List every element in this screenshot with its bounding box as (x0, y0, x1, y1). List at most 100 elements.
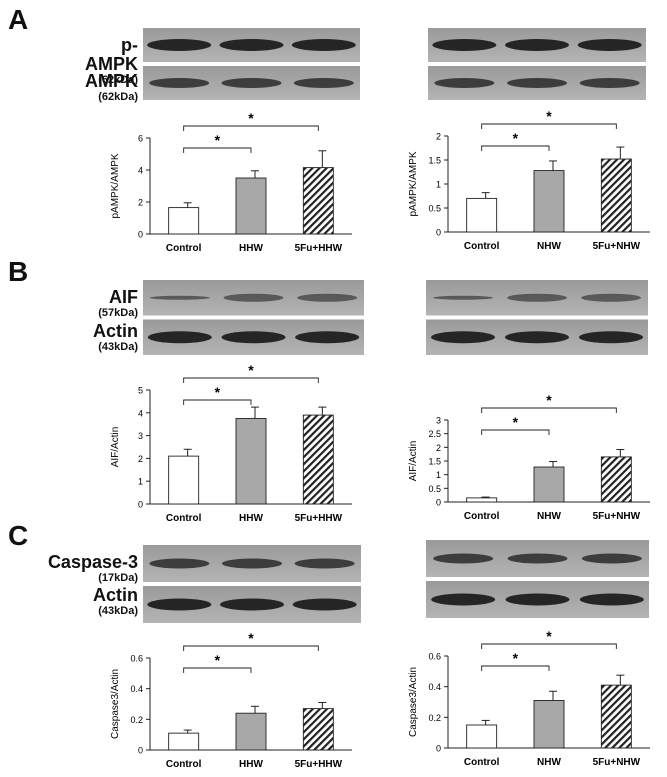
bar-hhw (235, 177, 267, 235)
blot-band (579, 331, 643, 344)
y-tick-label: 0.5 (428, 484, 441, 494)
significance-bracket (183, 399, 252, 405)
y-tick-label: 0 (138, 230, 143, 240)
y-axis-label: pAMPK/AMPK (110, 153, 121, 218)
western-blot-c-right (426, 540, 649, 618)
y-tick-label: 1 (138, 477, 143, 487)
bar-control (168, 455, 200, 505)
blot-kda: (43kDa) (98, 605, 138, 617)
x-tick-label: NHW (537, 241, 561, 252)
blot-band (221, 331, 286, 344)
blot-label-caspase-3: Caspase-3 (17kDa) (40, 553, 138, 585)
significance-bracket (481, 429, 550, 435)
y-tick-label: 0 (436, 498, 441, 508)
y-tick-label: 0 (138, 746, 143, 756)
blot-label-p-ampk: p-AMPK (62kDa) (72, 36, 138, 87)
blot-band (292, 598, 357, 611)
bar-control (168, 207, 200, 235)
blot-band (295, 331, 360, 344)
blot-band (222, 558, 282, 569)
significance-star: * (215, 652, 221, 668)
y-tick-label: 2 (138, 198, 143, 208)
significance-bracket (481, 643, 617, 649)
significance-star: * (513, 650, 519, 666)
y-tick-label: 0.4 (428, 682, 441, 692)
significance-star: * (546, 108, 552, 124)
blot-label-aif: AIF (57kDa) (76, 287, 138, 320)
blot-name: Actin (93, 321, 138, 341)
bar-control (168, 732, 200, 751)
y-tick-label: 2 (138, 454, 143, 464)
significance-bracket (183, 377, 319, 383)
bar-chart-a-left: 0 2 4 6 pAMPK/AMPK Control HHW 5Fu+HHW * * (110, 110, 352, 254)
significance-star: * (215, 384, 221, 400)
blot-band (433, 295, 493, 300)
y-tick-label: 4 (138, 166, 143, 176)
blot-band (431, 331, 495, 344)
significance-star: * (513, 130, 519, 146)
y-axis-label: AIF/Actin (408, 441, 419, 482)
blot-band (433, 553, 494, 564)
y-tick-label: 0.4 (130, 684, 143, 694)
bar-control (466, 497, 498, 503)
blot-band (432, 39, 497, 51)
significance-star: * (513, 414, 519, 430)
y-tick-label: 0.6 (428, 652, 441, 662)
bar-hhw (235, 712, 267, 751)
x-tick-label: NHW (537, 757, 561, 768)
bar-5fu-hhw (302, 708, 334, 751)
y-axis-label: Caspase3/Actin (110, 669, 121, 739)
western-blot-b-right (426, 280, 648, 355)
x-tick-label: Control (166, 243, 202, 254)
blot-band (147, 598, 212, 611)
blot-band (221, 78, 282, 88)
x-tick-label: Control (464, 241, 500, 252)
y-tick-label: 6 (138, 134, 143, 144)
y-tick-label: 0 (138, 500, 143, 510)
blot-kda: (62kDa) (98, 91, 138, 103)
x-tick-label: Control (464, 757, 500, 768)
significance-bracket (481, 123, 617, 129)
x-tick-label: Control (464, 511, 500, 522)
y-tick-label: 3 (436, 416, 441, 426)
blot-name: AMPK (85, 71, 138, 91)
y-tick-label: 1.5 (428, 156, 441, 166)
significance-bracket (183, 147, 252, 153)
y-tick-label: 0 (436, 228, 441, 238)
y-tick-label: 5 (138, 386, 143, 396)
blot-band (220, 598, 284, 611)
significance-star: * (546, 628, 552, 644)
blot-band (149, 78, 210, 88)
western-blot-b-left (143, 280, 364, 355)
x-tick-label: HHW (239, 513, 263, 524)
panel-letter-b: B (8, 256, 29, 287)
bar-5fu-hhw (302, 167, 334, 235)
blot-name: AIF (109, 287, 138, 307)
y-tick-label: 2 (436, 132, 441, 142)
western-blot-a-right (428, 28, 646, 100)
x-tick-label: 5Fu+NHW (593, 241, 641, 252)
y-tick-label: 4 (138, 408, 143, 418)
blot-band (149, 558, 210, 569)
blot-label-actin-b: Actin (43kDa) (76, 321, 138, 354)
significance-bracket (481, 407, 617, 413)
panel-letter-a: A (8, 4, 29, 35)
y-tick-label: 0.2 (428, 713, 441, 723)
blot-band (149, 295, 210, 300)
bar-chart-b-right: 0 0.5 1 1.5 2 2.5 3 AIF/Actin Control NHW 5Fu+NHW *… (408, 392, 650, 522)
y-axis-label: pAMPK/AMPK (408, 151, 419, 216)
bar-chart-a-right: 0 0.5 1 1.5 2 pAMPK/AMPK Control NHW 5Fu+NHW * * (408, 108, 650, 252)
y-tick-label: 3 (138, 431, 143, 441)
blot-band (581, 293, 641, 302)
blot-band (431, 593, 496, 606)
y-axis-label: AIF/Actin (110, 427, 121, 468)
y-tick-label: 1 (436, 180, 441, 190)
bar-5fu-nhw (600, 684, 632, 749)
western-blot-c-left (143, 545, 361, 623)
blot-kda: (57kDa) (98, 307, 138, 319)
x-tick-label: Control (166, 513, 202, 524)
blot-kda: (17kDa) (98, 572, 138, 584)
blot-band (219, 39, 284, 51)
bar-chart-c-left: 0 0.2 0.4 0.6 Caspase3/Actin Control HHW 5Fu+HH… (110, 630, 352, 770)
significance-bracket (183, 667, 252, 673)
